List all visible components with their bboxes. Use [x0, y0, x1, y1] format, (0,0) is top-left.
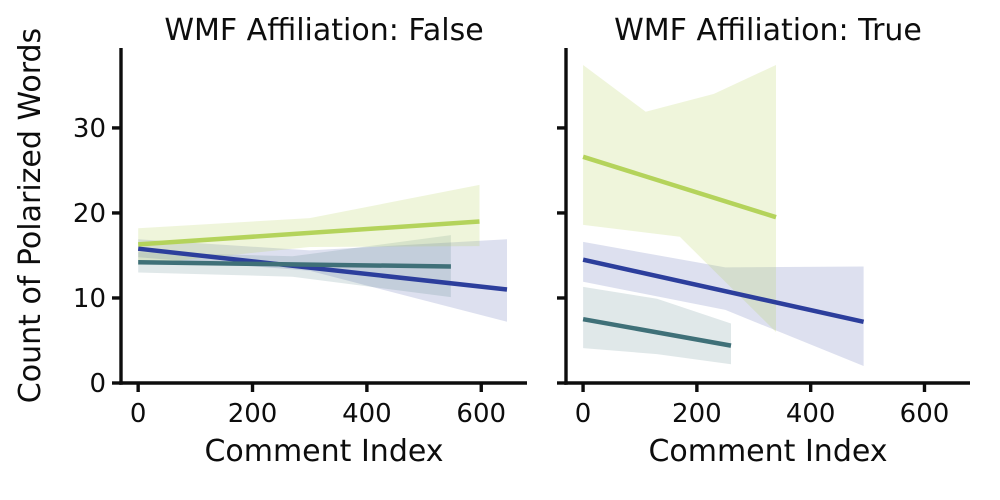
hue-yellowgreen-regression-line	[582, 154, 777, 220]
x-tick-label: 0	[575, 399, 592, 429]
x-tick-label: 200	[672, 399, 722, 429]
x-tick-label: 600	[900, 399, 950, 429]
y-tick-label: 10	[73, 284, 106, 314]
hue-teal-regression-line	[582, 316, 732, 348]
facet-panel-true: 0 200 400 600 WMF Affiliation: True Comment I…	[557, 13, 970, 469]
facet-panel-false: 0 200 400 600 0 10 20 30 WMF Affiliation: False C…	[13, 13, 527, 469]
hue-yellowgreen-confidence-band	[583, 65, 776, 332]
x-tick-label: 200	[228, 399, 278, 429]
x-axis-label: Comment Index	[204, 434, 443, 469]
hue-teal-confidence-band	[583, 286, 731, 365]
hue-teal-regression-line	[138, 260, 451, 269]
hue-blue-regression-line	[582, 257, 865, 324]
x-tick-label: 400	[786, 399, 836, 429]
x-tick-label: 0	[130, 399, 147, 429]
y-axis-label: Count of Polarized Words	[13, 28, 48, 403]
y-tick-label: 0	[89, 369, 106, 399]
x-tick-label: 400	[342, 399, 392, 429]
y-tick-label: 30	[73, 114, 106, 144]
x-axis-label: Comment Index	[648, 434, 887, 469]
hue-yellowgreen-confidence-band	[138, 184, 480, 265]
hue-blue-regression-line	[137, 246, 508, 292]
x-tick-label: 600	[456, 399, 506, 429]
facet-title: WMF Affiliation: False	[164, 13, 483, 48]
hue-yellowgreen-regression-line	[138, 219, 480, 247]
facet-title: WMF Affiliation: True	[614, 13, 922, 48]
y-tick-label: 20	[73, 199, 106, 229]
